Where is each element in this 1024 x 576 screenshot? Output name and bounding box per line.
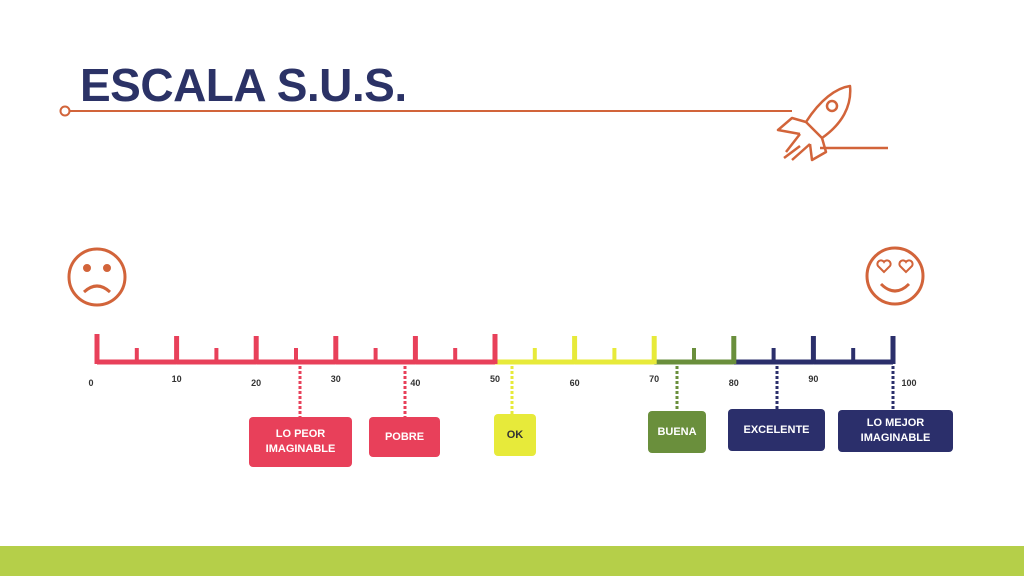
tick-label: 30 [330,374,341,384]
tick-label: 40 [410,378,421,388]
footer-band [0,546,1024,576]
tick-label: 90 [808,374,819,384]
tick-label: 100 [901,378,917,388]
title: ESCALA S.U.S. [80,59,407,111]
rocket-icon [776,84,888,162]
tick-label: 60 [569,378,580,388]
tick-label: 50 [489,374,501,384]
sad-face [67,247,127,307]
tick-label: 10 [171,374,182,384]
label-box: OK [494,414,536,456]
label-box: LO PEOR IMAGINABLE [249,417,352,467]
tick-label: 0 [88,378,94,388]
rule-dot [59,105,71,117]
label-box: LO MEJOR IMAGINABLE [838,410,953,452]
happy-face [865,246,925,306]
tick-label: 70 [649,374,660,384]
label-box: EXCELENTE [728,409,825,451]
label-box: BUENA [648,411,706,453]
scale [94,334,896,417]
tick-label: 20 [251,378,262,388]
tick-label: 80 [728,378,739,388]
label-box: POBRE [369,417,440,457]
